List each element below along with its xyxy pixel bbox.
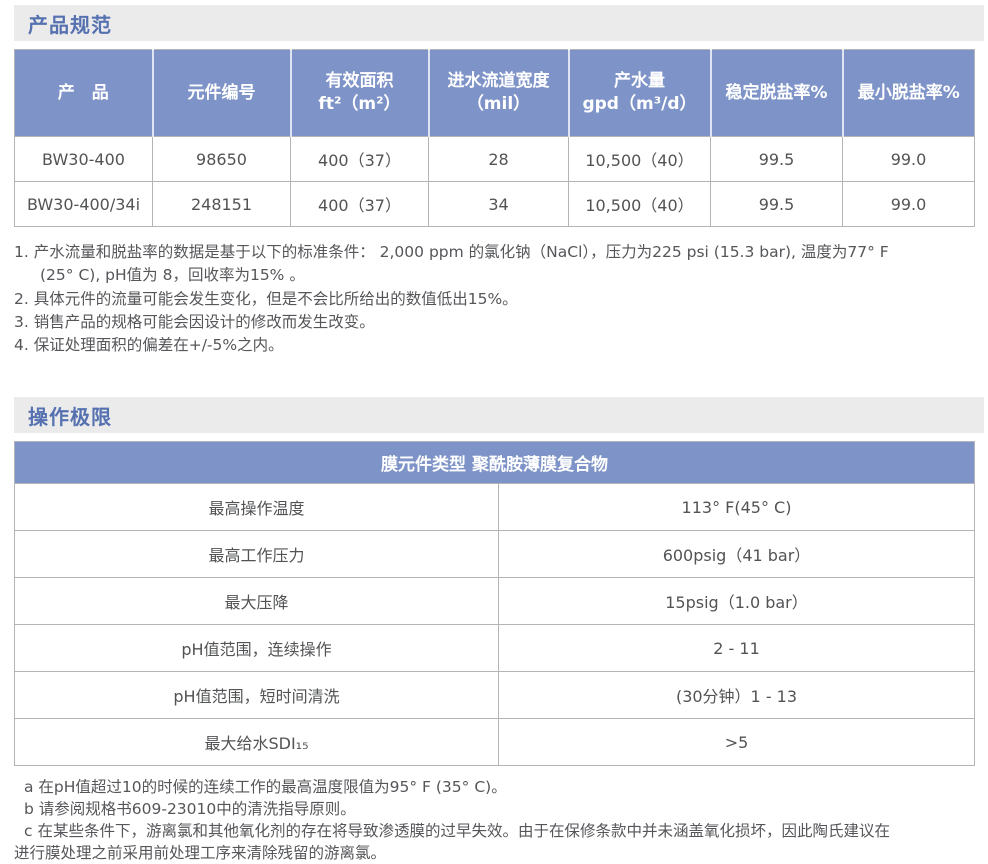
limits-row-max-feed-sdi: 最大给水SDI₁₅ >5 — [14, 718, 976, 767]
limits-value: >5 — [497, 718, 976, 767]
spec-col-feed-spacer: 进水流道宽度 （mil） — [427, 49, 569, 137]
spec-col-stabilized-rejection: 稳定脱盐率% — [709, 49, 843, 137]
limits-value: 2 - 11 — [497, 624, 976, 673]
spec-table: 产 品 元件编号 有效面积 ft²（m²） 进水流道宽度 （mil） 产水量 g… — [14, 49, 975, 227]
limits-value: 600psig（41 bar） — [497, 530, 976, 579]
operating-limits-section: 操作极限 膜元件类型 聚酰胺薄膜复合物 最高操作温度 113° F(45° C)… — [0, 397, 988, 864]
section-title-operating-limits: 操作极限 — [28, 404, 112, 429]
limits-table-header: 膜元件类型 聚酰胺薄膜复合物 — [13, 441, 976, 485]
limits-table-header-row: 膜元件类型 聚酰胺薄膜复合物 — [13, 441, 976, 485]
spec-cell-active-area: 400（37） — [290, 181, 429, 227]
limits-label: pH值范围，短时间清洗 — [14, 671, 499, 720]
footnote-b: b 请参阅规格书609-23010中的清洗指导原则。 — [24, 800, 356, 819]
limits-value: 15psig（1.0 bar） — [497, 577, 976, 626]
limits-value: 113° F(45° C) — [497, 483, 976, 532]
spec-note-4: 4. 保证处理面积的偏差在+/-5%之内。 — [14, 336, 284, 354]
spec-cell-part-number: 98650 — [152, 136, 291, 182]
spec-cell-minimum-rejection: 99.0 — [842, 181, 975, 227]
spec-cell-active-area: 400（37） — [290, 136, 429, 182]
section-title-product-specs: 产品规范 — [28, 12, 112, 37]
spec-cell-permeate-flow: 10,500（40） — [568, 181, 711, 227]
limits-row-max-operating-temperature: 最高操作温度 113° F(45° C) — [14, 483, 976, 532]
limits-value: (30分钟）1 - 13 — [497, 671, 976, 720]
spec-notes: 1. 产水流量和脱盐率的数据是基于以下的标准条件： 2,000 ppm 的氯化钠… — [14, 241, 974, 357]
limits-row-ph-cleaning: pH值范围，短时间清洗 (30分钟）1 - 13 — [14, 671, 976, 720]
spec-col-active-area: 有效面积 ft²（m²） — [289, 49, 429, 137]
spec-note-3: 3. 销售产品的规格可能会因设计的修改而发生改变。 — [14, 312, 375, 331]
spec-cell-feed-spacer: 28 — [428, 136, 569, 182]
footnote-a: a 在pH值超过10的时候的连续工作的最高温度限值为95° F (35° C)。 — [24, 778, 507, 797]
limits-label: 最大给水SDI₁₅ — [14, 718, 499, 767]
spec-cell-stabilized-rejection: 99.5 — [710, 136, 843, 182]
limits-row-max-operating-pressure: 最高工作压力 600psig（41 bar） — [14, 530, 976, 579]
spec-cell-product: BW30-400/34i — [14, 181, 153, 227]
limits-footnotes: a 在pH值超过10的时候的连续工作的最高温度限值为95° F (35° C)。… — [14, 776, 974, 864]
limits-row-max-pressure-drop: 最大压降 15psig（1.0 bar） — [14, 577, 976, 626]
limits-label: 最大压降 — [14, 577, 499, 626]
spec-cell-minimum-rejection: 99.0 — [842, 136, 975, 182]
spec-cell-stabilized-rejection: 99.5 — [710, 181, 843, 227]
limits-row-ph-continuous: pH值范围，连续操作 2 - 11 — [14, 624, 976, 673]
footnote-c: c 在某些条件下，游离氯和其他氧化剂的存在将导致渗透膜的过早失效。由于在保修条款… — [14, 822, 890, 863]
limits-label: 最高操作温度 — [14, 483, 499, 532]
spec-cell-permeate-flow: 10,500（40） — [568, 136, 711, 182]
spec-cell-product: BW30-400 — [14, 136, 153, 182]
spec-col-part-number: 元件编号 — [151, 49, 291, 137]
spec-col-permeate-flow: 产水量 gpd（m³/d） — [567, 49, 711, 137]
section-bar-operating-limits: 操作极限 — [14, 397, 984, 434]
spec-col-product: 产 品 — [14, 49, 153, 137]
spec-cell-feed-spacer: 34 — [428, 181, 569, 227]
limits-label: pH值范围，连续操作 — [14, 624, 499, 673]
spec-note-1: 1. 产水流量和脱盐率的数据是基于以下的标准条件： 2,000 ppm 的氯化钠… — [14, 243, 889, 285]
spec-table-header-row: 产 品 元件编号 有效面积 ft²（m²） 进水流道宽度 （mil） 产水量 g… — [14, 49, 975, 137]
spec-cell-part-number: 248151 — [152, 181, 291, 227]
spec-table-row: BW30-400 98650 400（37） 28 10,500（40） 99.… — [14, 136, 975, 182]
spec-table-row: BW30-400/34i 248151 400（37） 34 10,500（40… — [14, 181, 975, 227]
limits-table: 膜元件类型 聚酰胺薄膜复合物 最高操作温度 113° F(45° C) 最高工作… — [13, 441, 976, 767]
spec-note-2: 2. 具体元件的流量可能会发生变化，但是不会比所给出的数值低出15%。 — [14, 289, 518, 308]
product-specs-section: 产品规范 产 品 元件编号 有效面积 ft²（m²） 进水流道宽度 （mil） … — [0, 5, 988, 357]
spec-col-minimum-rejection: 最小脱盐率% — [841, 49, 975, 137]
section-bar-product-specs: 产品规范 — [14, 5, 984, 41]
limits-label: 最高工作压力 — [14, 530, 499, 579]
